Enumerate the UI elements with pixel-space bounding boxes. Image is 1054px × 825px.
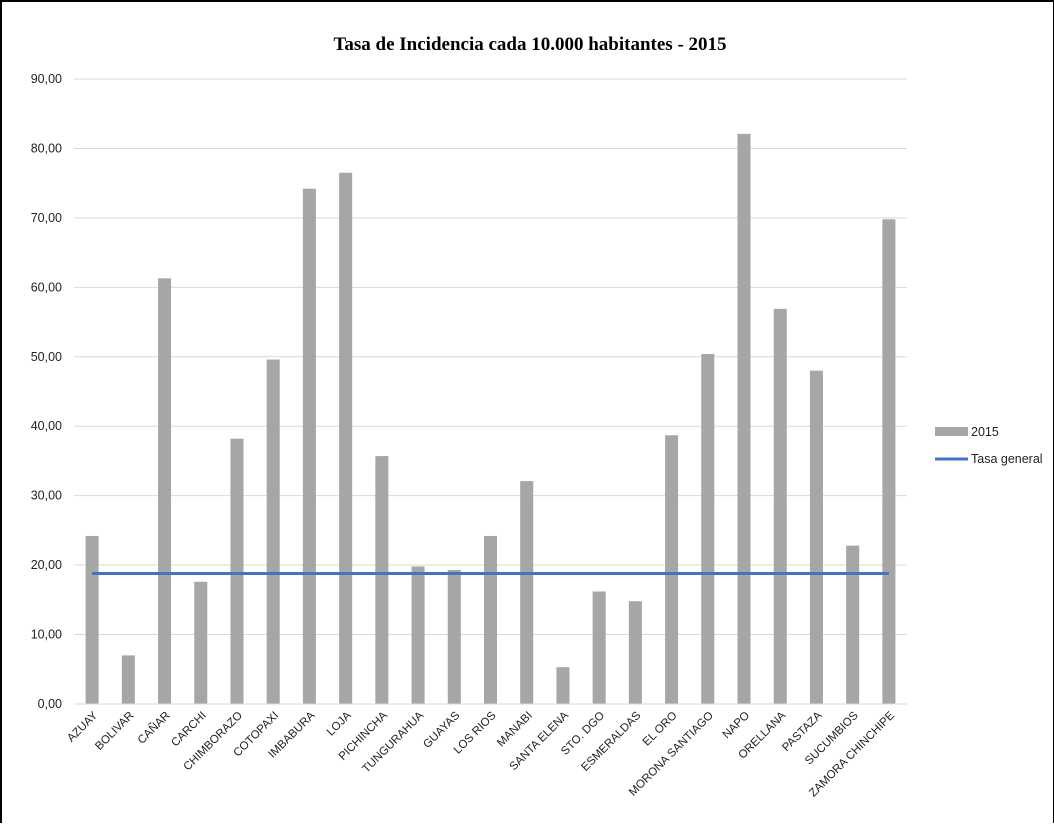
bar: [85, 535, 99, 704]
bar: [339, 172, 353, 704]
bar: [194, 581, 208, 704]
bar: [628, 601, 642, 704]
y-tick-label: 80,00: [31, 141, 62, 155]
bar: [556, 667, 570, 704]
legend: 2015 Tasa general: [935, 425, 1043, 466]
bar: [701, 354, 715, 704]
x-tick-label: NAPO: [721, 710, 753, 742]
bar: [773, 308, 787, 704]
y-tick-label: 50,00: [31, 350, 62, 364]
bar: [737, 133, 751, 705]
bar: [665, 435, 679, 704]
bar: [882, 219, 896, 704]
y-axis: 0,00 10,00 20,00 30,00 40,00 50,00 60,00 70,00 8…: [31, 72, 62, 711]
bar: [266, 359, 280, 704]
bar: [302, 188, 316, 704]
bar: [230, 438, 244, 704]
bar-series: [85, 133, 896, 705]
bar: [809, 370, 823, 704]
x-tick-label: AZUAY: [65, 709, 100, 744]
y-tick-label: 70,00: [31, 211, 62, 225]
bar: [846, 545, 860, 704]
legend-swatch-bar: [935, 427, 968, 436]
y-tick-label: 60,00: [31, 280, 62, 294]
y-tick-label: 20,00: [31, 558, 62, 572]
bar: [483, 535, 498, 704]
x-tick-label: TUNGURAHUA: [360, 709, 426, 775]
y-tick-label: 10,00: [31, 628, 62, 642]
gridlines: [74, 78, 907, 705]
legend-label: Tasa general: [971, 452, 1043, 466]
legend-label: 2015: [971, 425, 999, 439]
chart-title: Tasa de Incidencia cada 10.000 habitante…: [333, 34, 726, 55]
y-tick-label: 30,00: [31, 489, 62, 503]
bar: [121, 655, 135, 704]
y-tick-label: 40,00: [31, 419, 62, 433]
bar: [411, 566, 425, 704]
bar: [520, 481, 534, 704]
y-tick-label: 90,00: [31, 72, 62, 86]
bar: [158, 278, 172, 704]
y-tick-label: 0,00: [38, 697, 62, 711]
x-tick-label: CAÑAR: [135, 709, 173, 747]
bar: [375, 456, 389, 704]
bar: [592, 591, 606, 704]
x-tick-label: LOJA: [325, 709, 354, 738]
bar: [447, 569, 461, 704]
x-tick-label: BOLIVAR: [93, 710, 136, 753]
